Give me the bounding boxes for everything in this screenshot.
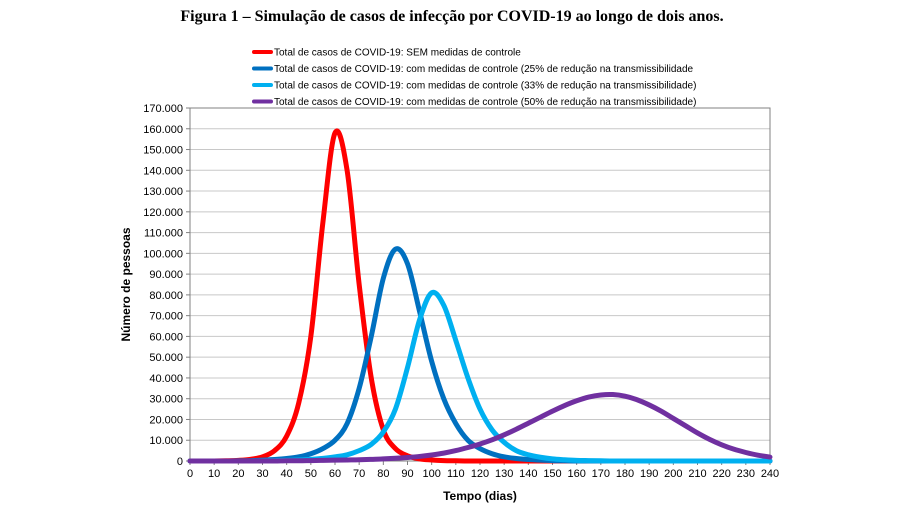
- legend-label: Total de casos de COVID-19: com medidas …: [274, 97, 696, 108]
- y-tick-label: 50.000: [149, 352, 183, 364]
- y-tick-label: 60.000: [149, 331, 183, 343]
- x-tick-label: 90: [401, 468, 413, 480]
- y-tick-label: 110.000: [144, 228, 183, 240]
- y-tick-label: 80.000: [149, 290, 183, 302]
- x-tick-label: 140: [519, 468, 537, 480]
- x-tick-label: 60: [329, 468, 341, 480]
- x-tick-label: 190: [640, 468, 658, 480]
- x-tick-label: 50: [305, 468, 317, 480]
- x-tick-label: 240: [761, 468, 779, 480]
- x-tick-label: 70: [353, 468, 365, 480]
- series-group: [187, 128, 773, 464]
- x-tick-label: 10: [208, 468, 220, 480]
- y-tick-label: 30.000: [149, 394, 183, 406]
- x-tick-label: 130: [495, 468, 513, 480]
- y-tick-label: 20.000: [149, 414, 183, 426]
- x-tick-label: 230: [737, 468, 755, 480]
- series-line-2: [187, 246, 773, 464]
- y-tick-label: 0: [177, 456, 183, 468]
- legend-label: Total de casos de COVID-19: com medidas …: [274, 81, 696, 92]
- y-tick-label: 10.000: [149, 435, 183, 447]
- grid: [190, 128, 770, 441]
- y-tick-label: 170.000: [143, 103, 183, 115]
- y-axis-title: Número de pessoas: [119, 227, 133, 341]
- x-tick-label: 160: [567, 468, 585, 480]
- y-tick-label: 130.000: [143, 186, 183, 198]
- x-tick-label: 170: [592, 468, 610, 480]
- x-tick-label: 0: [187, 468, 193, 480]
- y-tick-label: 90.000: [149, 269, 183, 281]
- y-tick-label: 40.000: [149, 373, 183, 385]
- x-tick-label: 150: [543, 468, 561, 480]
- y-tick-label: 70.000: [149, 311, 183, 323]
- y-tick-label: 100.000: [143, 248, 183, 260]
- x-tick-label: 200: [664, 468, 682, 480]
- x-axis-title: Tempo (dias): [443, 489, 517, 503]
- y-tick-label: 160.000: [143, 124, 183, 136]
- x-tick-label: 120: [471, 468, 489, 480]
- series-line-4: [187, 391, 773, 464]
- x-tick-label: 20: [232, 468, 244, 480]
- y-axis: 0 10.000 20.000 30.000 40.000 50.000 60.000 70.…: [143, 103, 190, 468]
- page-title: Figura 1 – Simulação de casos de infecçã…: [180, 8, 724, 25]
- x-tick-label: 110: [447, 468, 465, 480]
- x-tick-label: 220: [712, 468, 730, 480]
- x-tick-label: 30: [256, 468, 268, 480]
- x-tick-label: 40: [281, 468, 293, 480]
- x-tick-label: 80: [377, 468, 389, 480]
- x-tick-label: 210: [688, 468, 706, 480]
- x-tick-label: 180: [616, 468, 634, 480]
- legend-label: Total de casos de COVID-19: SEM medidas …: [274, 48, 521, 59]
- x-tick-label: 100: [422, 468, 440, 480]
- legend-label: Total de casos de COVID-19: com medidas …: [274, 64, 694, 75]
- y-tick-label: 140.000: [143, 165, 183, 177]
- y-tick-label: 120.000: [143, 207, 183, 219]
- y-tick-label: 150.000: [143, 145, 183, 157]
- x-axis: 0 10 20 30 40 50 60 70 80 90 100 110 120 130 140 150 160…: [187, 461, 779, 480]
- series-line-3: [187, 289, 773, 464]
- legend: Total de casos de COVID-19: SEM medidas …: [252, 48, 696, 108]
